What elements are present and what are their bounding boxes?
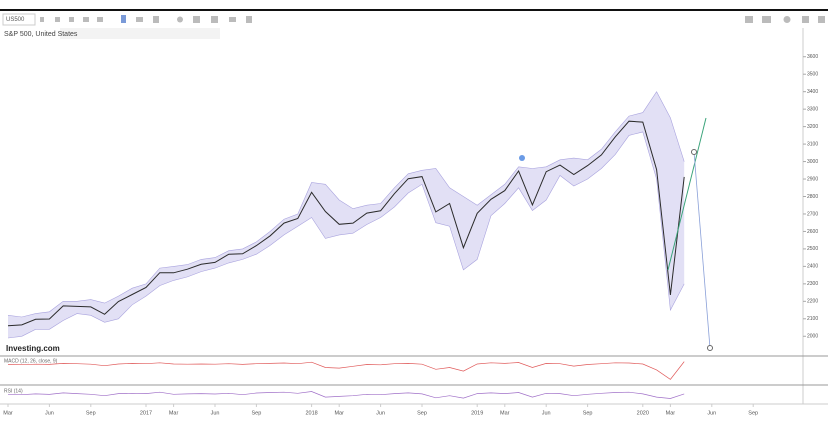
drawing-toolbar xyxy=(60,28,220,39)
x-tick-label: 2017 xyxy=(140,410,152,416)
band-fill xyxy=(8,91,685,338)
price-line xyxy=(7,120,685,327)
y-tick-label: 2900 xyxy=(807,176,818,182)
band-lower xyxy=(7,131,685,339)
x-tick-label: 2018 xyxy=(305,410,317,416)
x-tick-label: Jun xyxy=(707,410,716,416)
y-tick-label: 3100 xyxy=(807,141,818,147)
x-tick-label: Mar xyxy=(500,410,510,416)
x-tick-label: Jun xyxy=(45,410,54,416)
x-tick-label: Sep xyxy=(417,410,427,416)
indicator-line xyxy=(7,361,685,380)
tool[interactable] xyxy=(818,16,825,23)
y-tick-label: 2100 xyxy=(807,316,818,322)
y-tick-label: 3000 xyxy=(807,159,818,165)
x-tick-label: Mar xyxy=(666,410,676,416)
toolbar xyxy=(2,13,825,39)
tool[interactable] xyxy=(55,17,60,22)
indicator-line xyxy=(7,391,685,399)
tool[interactable] xyxy=(136,17,143,22)
tool[interactable] xyxy=(762,16,771,23)
tool[interactable] xyxy=(177,16,183,23)
y-tick-label: 2300 xyxy=(807,281,818,287)
projection-point xyxy=(691,149,697,155)
x-tick-label: Sep xyxy=(748,410,758,416)
y-tick-label: 3500 xyxy=(807,72,818,78)
tool[interactable] xyxy=(69,17,74,22)
y-tick-label: 3300 xyxy=(807,106,818,112)
tool[interactable] xyxy=(211,16,218,23)
projection-line xyxy=(693,151,711,349)
symbol: US500 xyxy=(6,17,25,23)
tool[interactable] xyxy=(40,17,44,22)
watermark: Investing.com xyxy=(6,344,60,353)
y-tick-label: 2500 xyxy=(807,246,818,252)
y-tick-label: 2400 xyxy=(807,264,818,270)
x-tick-label: Mar xyxy=(334,410,344,416)
y-tick-label: 3600 xyxy=(807,54,818,60)
projection-point xyxy=(707,345,713,351)
tool[interactable] xyxy=(121,15,126,23)
x-tick-label: Jun xyxy=(376,410,385,416)
y-tick-label: 2200 xyxy=(807,299,818,305)
y-tick-label: 3200 xyxy=(807,124,818,130)
y-tick-label: 2700 xyxy=(807,211,818,217)
tool[interactable] xyxy=(745,16,753,23)
tool[interactable] xyxy=(783,16,791,23)
plot: 2000 2100 2200 2300 2400 2500 2600 2700 2800 2900… xyxy=(3,54,818,416)
symbol-box[interactable] xyxy=(2,13,36,26)
y-tick-label: 2800 xyxy=(807,194,818,200)
trend-line xyxy=(667,117,707,271)
marker xyxy=(519,155,525,161)
y-tick-label: 2000 xyxy=(807,334,818,340)
x-tick-label: Sep xyxy=(583,410,593,416)
y-tick-label: 2600 xyxy=(807,229,818,235)
tool[interactable] xyxy=(83,17,89,22)
x-tick-label: Mar xyxy=(169,410,179,416)
y-tick-label: 3400 xyxy=(807,89,818,95)
band-upper xyxy=(7,91,685,318)
x-tick-label: 2020 xyxy=(637,410,649,416)
indicator-title: MACD (12, 26, close, 9) xyxy=(4,358,58,364)
x-tick-label: Jun xyxy=(542,410,551,416)
x-tick-label: 2019 xyxy=(471,410,483,416)
tool[interactable] xyxy=(246,16,252,23)
indicator-title: RSI (14) xyxy=(4,388,23,394)
x-tick-label: Sep xyxy=(252,410,262,416)
x-tick-label: Jun xyxy=(211,410,220,416)
tool[interactable] xyxy=(229,17,236,22)
top-bar xyxy=(0,9,828,11)
chart-title: S&P 500, United States xyxy=(4,31,78,38)
tool[interactable] xyxy=(97,17,103,22)
x-tick-label: Sep xyxy=(86,410,96,416)
tool[interactable] xyxy=(153,16,159,23)
tool[interactable] xyxy=(193,16,200,23)
tool[interactable] xyxy=(802,16,809,23)
x-tick-label: Mar xyxy=(3,410,13,416)
